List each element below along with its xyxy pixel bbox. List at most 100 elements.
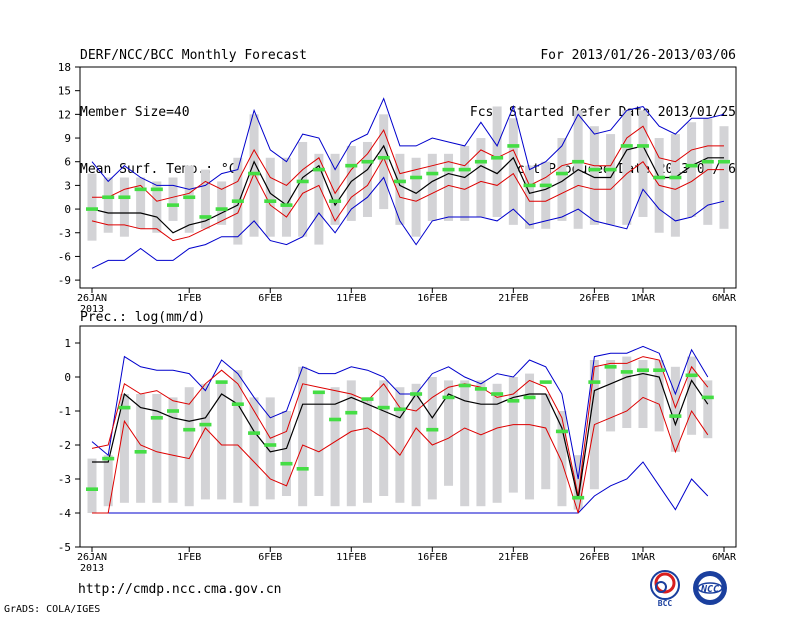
observation-mark — [426, 427, 439, 432]
observation-mark — [636, 144, 649, 148]
observation-mark — [507, 399, 520, 403]
observation-mark — [620, 370, 633, 374]
ensemble-box — [314, 153, 324, 245]
header-title: DERF/NCC/BCC Monthly Forecast — [80, 48, 307, 63]
observation-mark — [150, 187, 163, 192]
ensemble-box — [136, 394, 146, 503]
y-tick-label: -3 — [58, 473, 71, 486]
y-tick-label: 3 — [64, 179, 71, 192]
ensemble-box — [411, 383, 421, 507]
observation-mark — [280, 461, 293, 466]
x-year-label: 2013 — [80, 563, 104, 574]
ensemble-box — [606, 134, 616, 225]
ensemble-box — [136, 177, 146, 229]
ensemble-box — [298, 366, 308, 507]
ensemble-box — [703, 380, 713, 439]
x-tick-label: 16FEB — [417, 293, 447, 304]
ensemble-box — [87, 173, 97, 241]
observation-mark — [653, 368, 666, 372]
observation-mark — [410, 175, 423, 180]
ensemble-box — [200, 383, 210, 500]
ensemble-box — [233, 370, 243, 503]
observation-mark — [199, 215, 212, 219]
x-tick-label: 6MAR — [712, 552, 737, 563]
bcc-logo-text: BCC — [658, 599, 673, 608]
observation-mark — [636, 368, 649, 372]
observation-mark — [312, 390, 325, 395]
ensemble-box — [541, 394, 551, 490]
ensemble-box — [395, 153, 405, 225]
observation-mark — [248, 431, 261, 435]
ensemble-box — [444, 153, 454, 221]
observation-mark — [134, 450, 147, 454]
ensemble-box — [670, 134, 680, 237]
observation-mark — [604, 365, 617, 369]
ensemble-box — [703, 118, 713, 225]
observation-mark — [474, 159, 487, 164]
observation-mark — [523, 395, 536, 400]
chart-panel-2: -5 -4 -3 -2 -1 0 1 26JAN 1FEB 6FEB 11FEB 16FEB 21FEB… — [58, 310, 737, 574]
series-line-lower — [92, 396, 709, 514]
observation-mark — [377, 405, 390, 410]
y-tick-label: 15 — [58, 85, 71, 98]
y-tick-label: 6 — [64, 156, 71, 169]
observation-mark — [685, 373, 698, 378]
ensemble-box — [168, 177, 178, 221]
ensemble-box — [281, 411, 291, 496]
ensemble-box — [330, 387, 340, 507]
y-tick-label: 9 — [64, 132, 71, 145]
series-line-median — [92, 372, 709, 500]
observation-mark — [604, 167, 617, 172]
ensemble-box — [281, 157, 291, 237]
observation-mark — [539, 380, 552, 384]
y-tick-label: -4 — [58, 507, 72, 520]
x-tick-label: 11FEB — [336, 293, 366, 304]
observation-mark — [329, 199, 342, 203]
series-line-upper — [92, 125, 724, 202]
chart-header-left: DERF/NCC/BCC Monthly Forecast Member Siz… — [80, 8, 307, 198]
plot-frame — [79, 66, 737, 289]
series-line-min — [91, 176, 725, 269]
ensemble-box — [168, 397, 178, 503]
observation-mark — [280, 203, 293, 207]
x-tick-label: 6FEB — [258, 293, 282, 304]
ensemble-box — [217, 181, 227, 225]
observation-mark — [442, 167, 455, 172]
header-member-size: Member Size=40 — [80, 105, 190, 120]
observation-mark — [296, 467, 309, 471]
x-tick-label: 6MAR — [712, 293, 737, 304]
ensemble-box — [265, 397, 275, 500]
ensemble-box — [476, 138, 486, 217]
ensemble-box — [184, 165, 194, 233]
observation-mark — [118, 195, 131, 200]
ensemble-box — [573, 455, 583, 510]
y-tick-label: -6 — [58, 250, 71, 263]
ensemble-box — [152, 394, 162, 503]
observation-mark — [345, 410, 358, 415]
series-line-median — [91, 144, 724, 234]
header-period: For 2013/01/26-2013/03/06 — [540, 48, 736, 63]
ensemble-box — [362, 397, 372, 503]
grads-credit: GrADS: COLA/IGES — [4, 604, 101, 615]
observation-mark — [555, 429, 568, 434]
observation-mark — [102, 195, 115, 200]
observation-mark — [102, 456, 115, 461]
observation-mark — [215, 380, 228, 384]
x-tick-label: 26FEB — [579, 552, 609, 563]
y-tick-label: 0 — [64, 203, 71, 216]
observation-mark — [183, 427, 196, 432]
ensemble-box — [427, 377, 437, 500]
ensemble-box — [411, 157, 421, 237]
ensemble-box — [557, 138, 567, 221]
source-url: http://cmdp.ncc.cma.gov.cn — [78, 582, 282, 597]
observation-mark — [199, 422, 212, 427]
observation-mark — [572, 159, 585, 164]
x-tick-label: 26JAN — [77, 552, 107, 563]
ensemble-box — [492, 106, 502, 217]
series-line-max — [91, 345, 709, 480]
x-tick-label: 21FEB — [498, 293, 528, 304]
x-tick-label: 1MAR — [631, 552, 656, 563]
observation-mark — [442, 395, 455, 400]
ensemble-box — [265, 157, 275, 237]
